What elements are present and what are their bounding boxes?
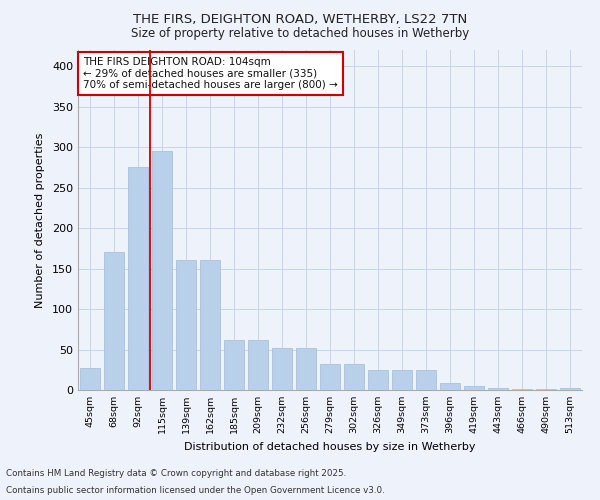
Bar [104, 252, 124, 390]
Bar [440, 382, 460, 390]
Bar [152, 151, 172, 390]
Bar [248, 340, 268, 390]
Bar [368, 370, 388, 390]
Bar [416, 370, 436, 390]
Bar [488, 388, 508, 390]
Bar [128, 168, 148, 390]
X-axis label: Distribution of detached houses by size in Wetherby: Distribution of detached houses by size … [184, 442, 476, 452]
Bar [200, 260, 220, 390]
Text: THE FIRS, DEIGHTON ROAD, WETHERBY, LS22 7TN: THE FIRS, DEIGHTON ROAD, WETHERBY, LS22 … [133, 12, 467, 26]
Text: Contains public sector information licensed under the Open Government Licence v3: Contains public sector information licen… [6, 486, 385, 495]
Bar [176, 260, 196, 390]
Bar [392, 370, 412, 390]
Bar [320, 364, 340, 390]
Bar [272, 348, 292, 390]
Bar [80, 368, 100, 390]
Bar [296, 348, 316, 390]
Bar [344, 364, 364, 390]
Y-axis label: Number of detached properties: Number of detached properties [35, 132, 45, 308]
Bar [464, 386, 484, 390]
Bar [560, 388, 580, 390]
Bar [536, 389, 556, 390]
Bar [224, 340, 244, 390]
Text: THE FIRS DEIGHTON ROAD: 104sqm
← 29% of detached houses are smaller (335)
70% of: THE FIRS DEIGHTON ROAD: 104sqm ← 29% of … [83, 57, 338, 90]
Text: Size of property relative to detached houses in Wetherby: Size of property relative to detached ho… [131, 28, 469, 40]
Bar [512, 389, 532, 390]
Text: Contains HM Land Registry data © Crown copyright and database right 2025.: Contains HM Land Registry data © Crown c… [6, 468, 346, 477]
